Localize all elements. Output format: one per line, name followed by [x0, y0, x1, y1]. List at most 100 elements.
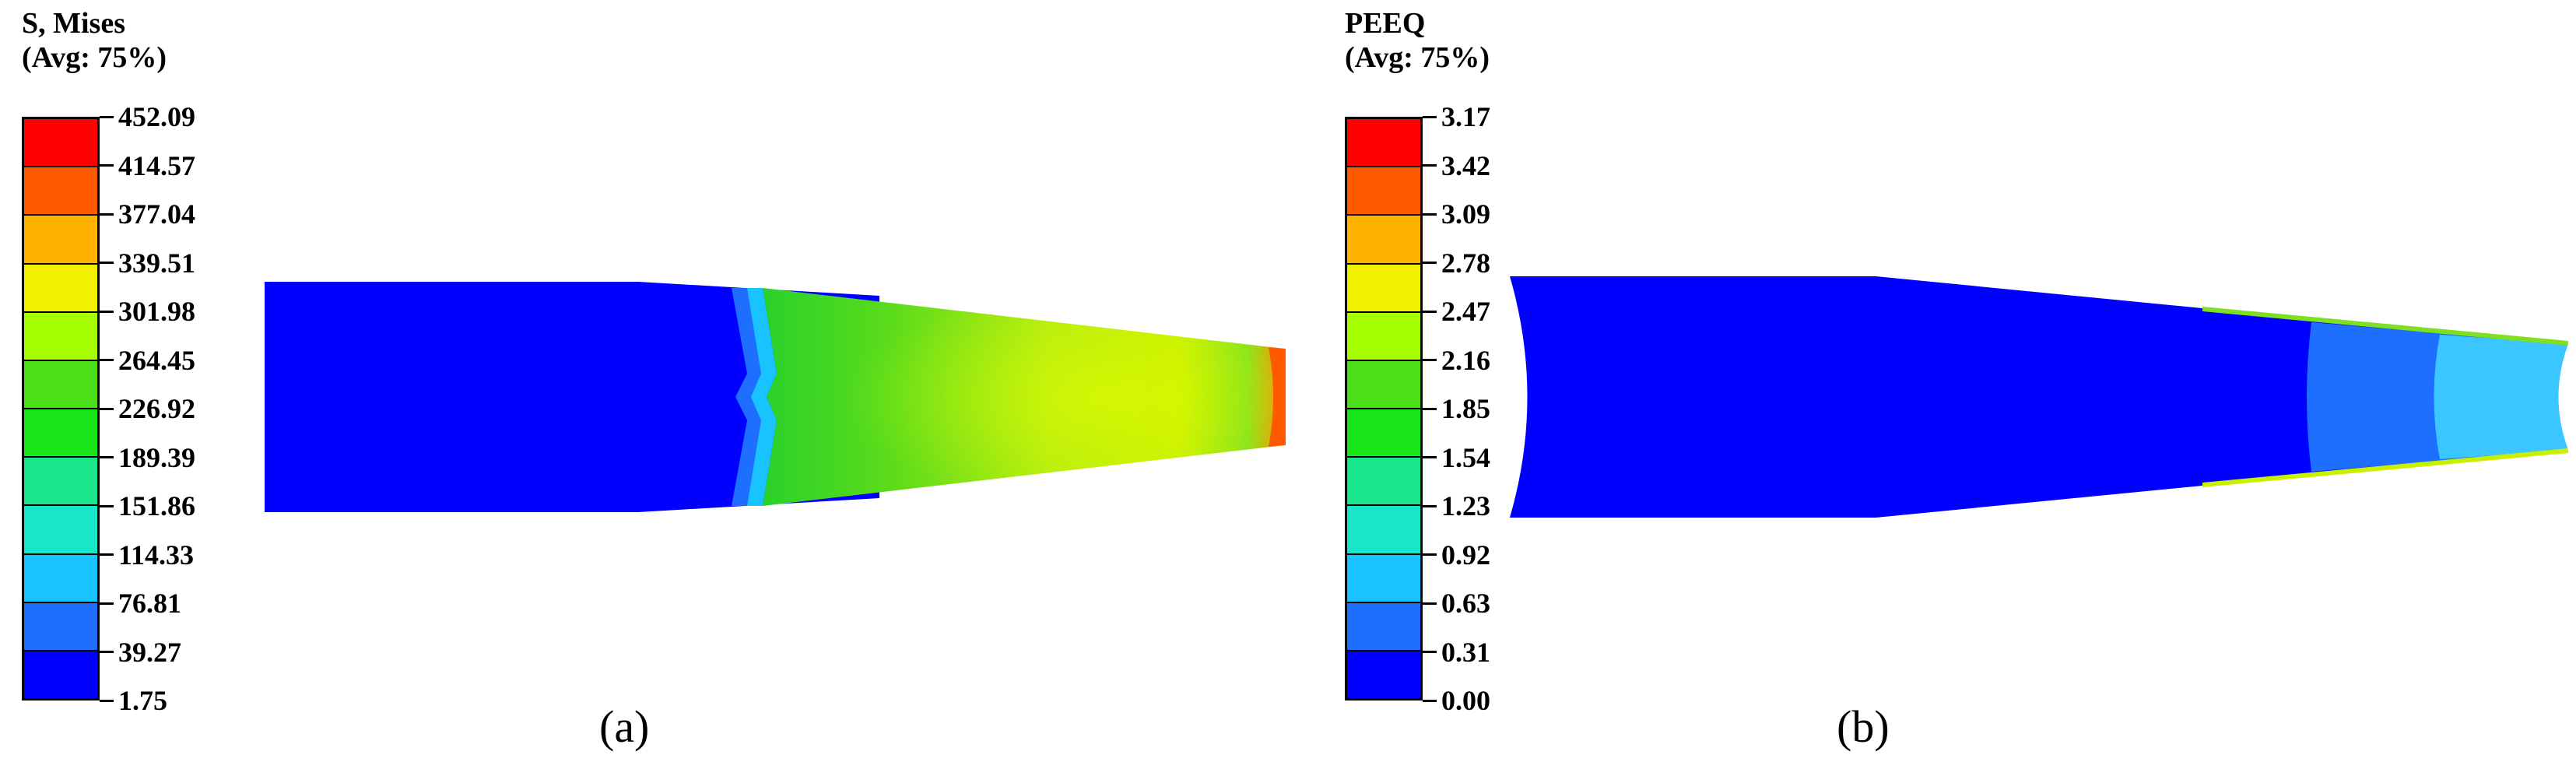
tick-mark — [1423, 407, 1437, 410]
tick-label: 0.31 — [1441, 636, 1490, 668]
tick-label: 2.78 — [1441, 247, 1490, 279]
legend-tick: 3.42 — [1423, 150, 1490, 181]
low-strain-region — [1510, 276, 2568, 518]
panel-b: PEEQ (Avg: 75%) 3.17 3.42 3.09 2.78 2.47 2.16… — [1323, 0, 2576, 776]
tick-label: 0.00 — [1441, 685, 1490, 716]
tick-mark — [1423, 212, 1437, 216]
strain-contour-model — [1510, 276, 2572, 518]
legend-swatch — [1347, 167, 1420, 216]
legend-swatch — [24, 602, 97, 651]
legend-swatch — [1347, 409, 1420, 458]
legend-swatch — [1347, 119, 1420, 168]
figure-caption: (a) — [599, 701, 650, 752]
legend-tick: 189.39 — [100, 442, 195, 473]
peak-stress-highlight — [763, 288, 1284, 506]
legend-tick: 377.04 — [100, 198, 195, 230]
legend-title-line1: S, Mises — [22, 7, 125, 40]
legend-tick: 0.92 — [1423, 539, 1490, 571]
legend-tick: 264.45 — [100, 345, 195, 376]
tick-mark — [100, 115, 114, 118]
tick-mark — [1423, 553, 1437, 556]
legend-tick: 0.63 — [1423, 588, 1490, 619]
tick-label: 76.81 — [118, 588, 181, 619]
figure-caption: (b) — [1837, 701, 1890, 752]
legend-swatch — [24, 264, 97, 313]
transition-band — [747, 288, 777, 506]
elevated-strain-region — [2434, 335, 2568, 459]
tick-mark — [1423, 262, 1437, 264]
legend-tick: 76.81 — [100, 588, 181, 619]
legend-tick: 3.09 — [1423, 198, 1490, 230]
legend-tick: 151.86 — [100, 490, 195, 521]
tick-label: 189.39 — [118, 441, 195, 473]
legend-tick: 0.31 — [1423, 637, 1490, 668]
legend-tick-labels: 452.09 414.57 377.04 339.51 301.98 264.45 226.… — [100, 101, 302, 716]
legend-tick: 3.17 — [1423, 101, 1490, 132]
legend-swatch — [24, 409, 97, 458]
tick-mark — [100, 359, 114, 361]
tick-label: 301.98 — [118, 296, 195, 327]
edge-strip — [2202, 448, 2568, 487]
tick-mark — [100, 504, 114, 507]
color-legend-bar — [22, 117, 100, 701]
tick-label: 264.45 — [118, 344, 195, 376]
legend-tick: 1.85 — [1423, 393, 1490, 424]
legend-tick: 452.09 — [100, 101, 195, 132]
tick-label: 151.86 — [118, 490, 195, 521]
tick-mark — [100, 553, 114, 556]
legend-swatch — [24, 554, 97, 603]
legend-tick: 2.47 — [1423, 296, 1490, 327]
edge-strip — [2202, 307, 2568, 346]
low-stress-region — [265, 282, 879, 512]
tick-mark — [1423, 310, 1437, 313]
tick-label: 377.04 — [118, 198, 195, 230]
tick-mark — [100, 699, 114, 702]
tick-mark — [100, 262, 114, 264]
tick-label: 3.17 — [1441, 101, 1490, 132]
legend-title: PEEQ (Avg: 75%) — [1345, 6, 1490, 75]
tick-label: 2.16 — [1441, 344, 1490, 376]
legend-tick: 2.78 — [1423, 248, 1490, 279]
end-cap — [2558, 344, 2572, 450]
panel-a: S, Mises (Avg: 75%) 452.09 414.57 377.04 33… — [22, 7, 1286, 752]
legend-swatch — [24, 119, 97, 168]
tick-label: 0.92 — [1441, 539, 1490, 571]
legend-swatch — [1347, 360, 1420, 410]
tick-mark — [1423, 359, 1437, 361]
legend-tick: 2.16 — [1423, 345, 1490, 376]
tick-label: 1.54 — [1441, 441, 1490, 473]
legend-tick: 301.98 — [100, 296, 195, 327]
legend-swatch — [1347, 264, 1420, 313]
tick-label: 1.75 — [118, 685, 167, 716]
tick-label: 1.85 — [1441, 393, 1490, 424]
tick-mark — [100, 212, 114, 216]
legend-swatch — [1347, 312, 1420, 361]
tick-mark — [1423, 602, 1437, 605]
legend-swatch — [24, 167, 97, 216]
tick-mark — [100, 407, 114, 410]
legend-tick: 1.75 — [100, 685, 167, 716]
legend-swatch — [1347, 506, 1420, 555]
tick-mark — [100, 164, 114, 167]
legend-swatch — [24, 312, 97, 361]
legend-title-line1: PEEQ — [1345, 7, 1426, 40]
tick-mark — [1423, 699, 1437, 702]
legend-tick: 226.92 — [100, 393, 195, 424]
tick-mark — [1423, 651, 1437, 653]
legend-swatch — [1347, 602, 1420, 651]
legend-swatch — [24, 360, 97, 410]
tick-mark — [1423, 115, 1437, 118]
legend-swatch — [24, 458, 97, 507]
tick-mark — [1423, 164, 1437, 167]
tick-label: 226.92 — [118, 393, 195, 424]
tick-label: 452.09 — [118, 101, 195, 132]
tick-mark — [100, 602, 114, 605]
tick-mark — [1423, 504, 1437, 507]
tick-label: 3.09 — [1441, 198, 1490, 230]
stress-contour-model — [265, 282, 1286, 512]
legend-swatch — [1347, 216, 1420, 265]
legend-swatch — [1347, 554, 1420, 603]
tick-label: 114.33 — [118, 539, 195, 571]
legend-title-line2: (Avg: 75%) — [22, 41, 167, 74]
legend-tick: 339.51 — [100, 248, 195, 279]
